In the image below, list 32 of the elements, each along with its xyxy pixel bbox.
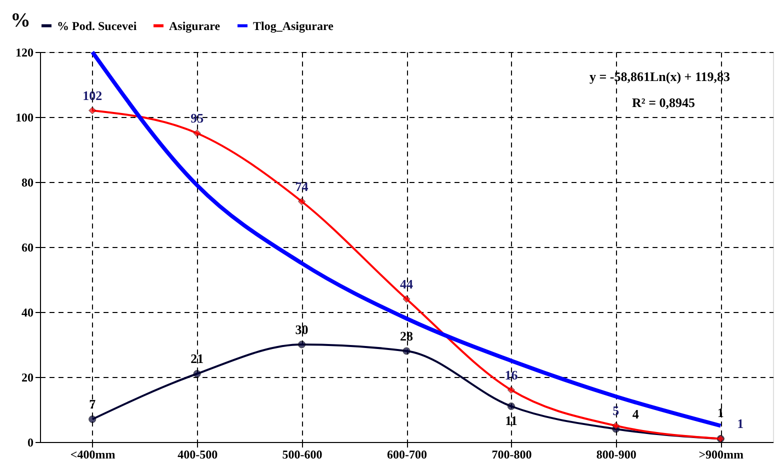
data-label: 21	[190, 351, 204, 366]
data-label: 16	[504, 367, 518, 382]
y-tick-label: 120	[16, 46, 34, 60]
x-tick-label: 600-700	[387, 448, 427, 462]
data-label: 102	[82, 88, 102, 103]
y-tick-label: 20	[22, 370, 34, 384]
x-tick-label: 500-600	[282, 448, 322, 462]
data-label: 5	[612, 403, 620, 418]
data-label: 44	[400, 276, 414, 292]
y-tick-label: 0	[28, 436, 34, 450]
y-tick-label: 40	[22, 306, 34, 320]
legend-label: Tlog_Asigurare	[253, 18, 334, 33]
x-tick-label: 700-800	[492, 448, 532, 462]
x-tick-label: <400mm	[70, 448, 116, 462]
data-label: 1	[737, 416, 744, 432]
x-tick-label: 400-500	[178, 448, 218, 462]
legend-label: % Pod. Sucevei	[57, 18, 138, 33]
x-tick-label: >900mm	[698, 448, 744, 462]
annotation: y = -58,861Ln(x) + 119,83	[590, 69, 730, 84]
data-label: 4	[632, 406, 640, 422]
y-tick-label: 80	[22, 176, 34, 190]
y-tick-label: 60	[22, 240, 34, 254]
x-tick-label: 800-900	[596, 448, 636, 462]
annotation: R² = 0,8945	[632, 95, 696, 110]
y-axis-title: %	[10, 10, 30, 32]
data-label: 30	[295, 322, 308, 337]
data-label: 74	[295, 178, 309, 194]
data-label: 95	[190, 110, 204, 126]
data-label: 11	[505, 412, 518, 428]
legend-label: Asigurare	[169, 18, 221, 33]
data-label: 28	[400, 328, 414, 344]
y-tick-label: 100	[16, 110, 34, 124]
